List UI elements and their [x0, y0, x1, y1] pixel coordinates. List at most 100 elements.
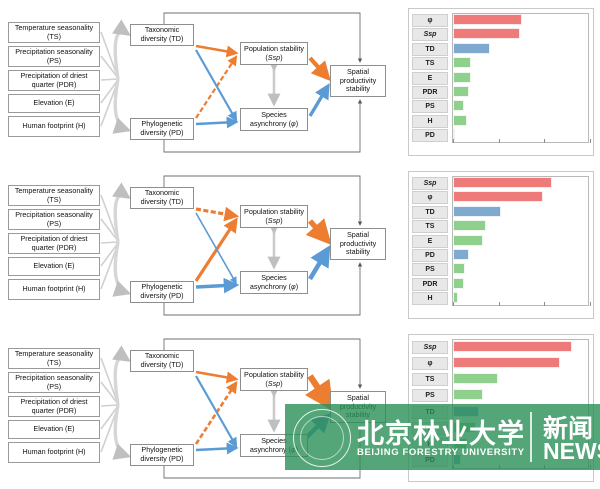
node-label: Phylogenetic diversity (PD) — [140, 282, 184, 300]
chart-row-label-φ: φ — [412, 191, 448, 205]
predictor-label: Precipitation of driest quarter (PDR) — [20, 396, 88, 415]
node-label: ) — [280, 378, 283, 388]
node-population-stability: Population stability (Ssp) — [240, 368, 308, 391]
chart-row-label-PS: PS — [412, 389, 448, 403]
node-label: Species asynchrony ( — [249, 109, 292, 128]
path-diagram-b — [100, 175, 363, 316]
node-label-symbol: Ssp — [267, 52, 281, 62]
node-label: Population stability ( — [244, 43, 304, 62]
chart-row-label-φ: φ — [412, 356, 448, 370]
chart-bar-TS — [453, 373, 499, 385]
node-label-symbol: Ssp — [267, 215, 281, 225]
node-label: ) — [280, 52, 283, 62]
predictor-box-ts: Temperature seasonality (TS) — [8, 22, 100, 43]
node-label: ) — [280, 215, 283, 225]
node-label: Species asynchrony ( — [249, 272, 292, 291]
chart-row-label-E: E — [412, 234, 448, 248]
predictor-label: Precipitation seasonality (PS) — [15, 372, 93, 391]
node-label: Species asynchrony ( — [249, 435, 292, 454]
chart-bar-PDR — [453, 277, 464, 289]
predictor-box-pdr: Precipitation of driest quarter (PDR) — [8, 396, 100, 417]
node-label: Spatial productivity stability — [339, 67, 377, 94]
node-label: Phylogenetic diversity (PD) — [140, 119, 184, 137]
chart-bar-H — [453, 292, 459, 304]
predictor-box-ps: Precipitation seasonality (PS) — [8, 209, 100, 230]
predictor-box-h: Human footprint (H) — [8, 116, 100, 137]
chart-bar-PD — [453, 248, 470, 260]
chart-row-label-H: H — [412, 114, 448, 128]
predictor-box-ts: Temperature seasonality (TS) — [8, 185, 100, 206]
node-label: Taxonomic diversity (TD) — [140, 351, 184, 369]
chart-row-label-TS: TS — [412, 220, 448, 234]
predictor-label: Human footprint (H) — [22, 121, 86, 131]
node-phylogenetic-diversity: Phylogenetic diversity (PD) — [130, 118, 194, 140]
predictor-label: Elevation (E) — [33, 98, 75, 108]
watermark-en-section: NEWS — [543, 438, 600, 464]
predictor-label: Human footprint (H) — [22, 447, 86, 457]
chart-bar-φ — [453, 191, 544, 203]
chart-row-label-PDR: PDR — [412, 277, 448, 291]
chart-bar-H — [453, 114, 467, 126]
node-label-symbol: φ — [291, 118, 296, 128]
node-spatial-productivity-stability: Spatial productivity stability — [330, 65, 386, 97]
chart-row-label-Ssp: Ssp — [412, 340, 448, 354]
predictor-label: Temperature seasonality (TS) — [14, 22, 94, 41]
node-label: ) — [295, 281, 299, 291]
node-spatial-productivity-stability: Spatial productivity stability — [330, 228, 386, 260]
node-label: Taxonomic diversity (TD) — [140, 25, 184, 43]
chart-row-label-Ssp: Ssp — [412, 176, 448, 190]
university-seal-icon — [293, 409, 351, 467]
predictor-box-h: Human footprint (H) — [8, 279, 100, 300]
chart-bar-Ssp — [453, 340, 573, 352]
chart-row-label-PD: PD — [412, 129, 448, 143]
chart-bar-PS — [453, 389, 484, 401]
chart-bar-E — [453, 234, 484, 246]
node-taxonomic-diversity: Taxonomic diversity (TD) — [130, 187, 194, 209]
x-axis-tick — [453, 302, 454, 306]
chart-row-label-Ssp: Ssp — [412, 28, 448, 42]
node-label: Taxonomic diversity (TD) — [140, 188, 184, 206]
x-axis-tick — [498, 302, 500, 306]
node-population-stability: Population stability (Ssp) — [240, 205, 308, 228]
chart-bar-PD — [453, 129, 455, 141]
node-label-symbol: Ssp — [267, 378, 281, 388]
chart-bar-Ssp — [453, 28, 521, 40]
chart-bar-PS — [453, 263, 466, 275]
predictor-box-ts: Temperature seasonality (TS) — [8, 348, 100, 369]
node-label: Spatial productivity stability — [339, 230, 377, 257]
watermark-divider — [530, 412, 532, 462]
chart-bar-TD — [453, 205, 501, 217]
chart-row-label-TD: TD — [412, 42, 448, 56]
x-axis-tick — [453, 139, 454, 143]
chart-row-label-H: H — [412, 292, 448, 306]
watermark-banner: 北京林业大学 BEIJING FORESTRY UNIVERSITY 新闻 NE… — [285, 404, 600, 470]
predictor-label: Precipitation of driest quarter (PDR) — [20, 233, 88, 252]
predictor-box-e: Elevation (E) — [8, 94, 100, 113]
predictor-label: Precipitation seasonality (PS) — [15, 209, 93, 228]
watermark-cn-section: 新闻 — [543, 414, 594, 443]
importance-chart-b: Ssp φ TD TS E PD PS PDR H — [408, 171, 594, 319]
chart-bar-TS — [453, 220, 486, 232]
node-taxonomic-diversity: Taxonomic diversity (TD) — [130, 24, 194, 46]
watermark-cn-name: 北京林业大学 — [357, 419, 525, 450]
predictor-label: Elevation (E) — [33, 424, 75, 434]
chart-row-label-E: E — [412, 71, 448, 85]
predictor-label: Precipitation of driest quarter (PDR) — [20, 70, 88, 89]
chart-row-label-PS: PS — [412, 100, 448, 114]
panel-a: Temperature seasonality (TS) Precipitati… — [0, 0, 600, 163]
node-label: Phylogenetic diversity (PD) — [140, 445, 184, 463]
chart-row-label-TS: TS — [412, 373, 448, 387]
plot-area — [452, 13, 591, 143]
chart-row-label-TS: TS — [412, 57, 448, 71]
predictor-label: Elevation (E) — [33, 261, 75, 271]
predictor-label: Temperature seasonality (TS) — [14, 185, 94, 204]
chart-bar-TS — [453, 57, 471, 69]
predictor-label: Temperature seasonality (TS) — [14, 348, 94, 367]
node-phylogenetic-diversity: Phylogenetic diversity (PD) — [130, 444, 194, 466]
chart-bar-φ — [453, 356, 560, 368]
node-label: ) — [295, 118, 299, 128]
node-label: Population stability ( — [244, 206, 304, 225]
chart-row-label-PDR: PDR — [412, 85, 448, 99]
predictor-box-ps: Precipitation seasonality (PS) — [8, 372, 100, 393]
